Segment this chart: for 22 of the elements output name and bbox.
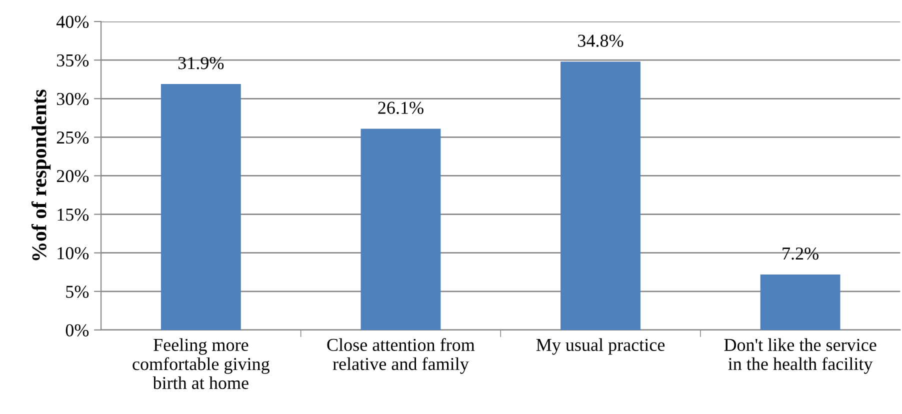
x-tick-label: Close attention from relative and family [327, 338, 475, 374]
bar [760, 274, 840, 330]
bar [560, 62, 640, 330]
x-tick-label: My usual practice [536, 338, 665, 355]
data-label: 7.2% [782, 247, 818, 260]
y-tick-label: 25% [56, 131, 89, 144]
y-tick-label: 15% [58, 208, 89, 221]
y-axis-title: %of of respondents [31, 90, 51, 260]
data-label: 26.1% [378, 102, 424, 114]
y-tick-label: 35% [56, 54, 89, 67]
y-tick-label: 40% [56, 16, 89, 28]
bar [160, 84, 241, 330]
x-tick-label: Feeling more comfortable giving birth at home [132, 338, 270, 390]
y-tick-label: 30% [56, 92, 89, 106]
y-tick-label: 20% [56, 170, 89, 182]
data-label: 34.8% [578, 34, 624, 47]
data-label: 31.9% [178, 57, 224, 70]
y-tick-label: 0% [66, 324, 89, 336]
x-tick-label: Don't like the service in the health facility [724, 338, 876, 374]
y-tick-label: 5% [66, 286, 89, 298]
bar [360, 128, 441, 330]
y-tick-label: 10% [58, 247, 89, 260]
